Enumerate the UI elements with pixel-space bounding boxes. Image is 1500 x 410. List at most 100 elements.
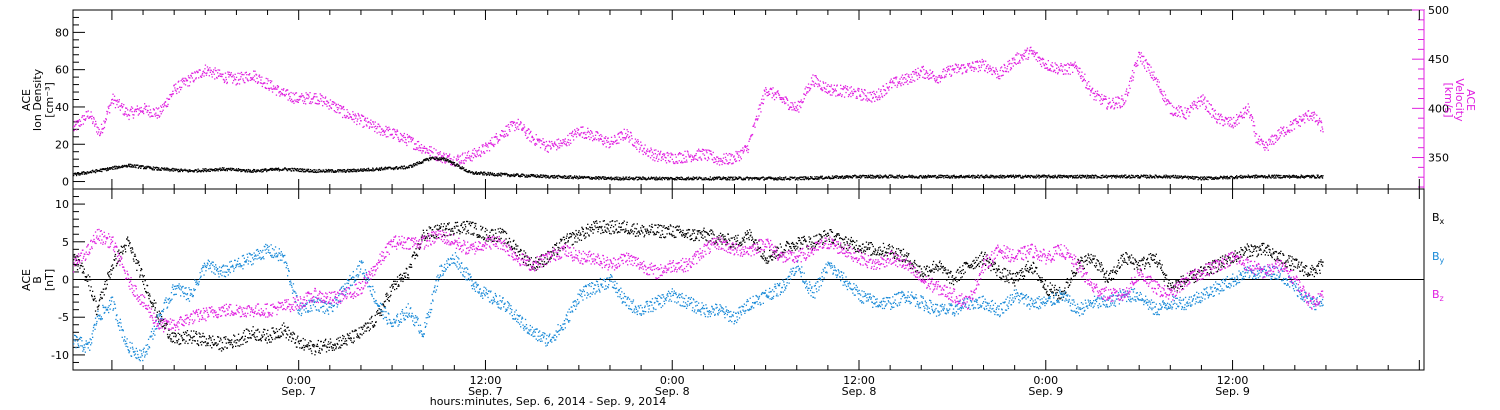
ion-density-point: [223, 167, 225, 169]
velocity-point: [557, 147, 559, 149]
ion-density-point: [456, 163, 459, 165]
velocity-point: [586, 137, 588, 139]
velocity-point: [99, 134, 101, 136]
ion-density-point: [884, 176, 886, 178]
velocity-point: [675, 156, 677, 158]
velocity-point: [190, 75, 192, 77]
velocity-point: [254, 81, 257, 83]
velocity-point: [610, 140, 612, 142]
velocity-point: [409, 136, 411, 138]
ion-density-point: [224, 169, 226, 171]
velocity-point: [1031, 53, 1033, 55]
velocity-point: [935, 79, 938, 82]
velocity-point: [1301, 118, 1303, 120]
velocity-point: [340, 105, 342, 107]
ion-density-point: [342, 171, 344, 173]
ion-density-point: [539, 174, 542, 176]
ion-density-point: [386, 167, 388, 169]
velocity-point: [419, 147, 421, 149]
ion-density-point: [361, 170, 364, 172]
velocity-point: [1233, 116, 1235, 119]
velocity-point: [649, 157, 652, 159]
velocity-point: [660, 159, 662, 162]
velocity-point: [297, 101, 299, 103]
velocity-point: [1050, 70, 1052, 72]
velocity-point: [944, 70, 946, 72]
velocity-point: [1129, 80, 1131, 82]
ion-density-point: [1114, 175, 1117, 177]
velocity-point: [174, 89, 176, 91]
velocity-point: [97, 133, 99, 135]
velocity-point: [625, 137, 627, 139]
ion-density-point: [125, 165, 127, 167]
velocity-point: [1006, 65, 1009, 67]
velocity-point: [605, 146, 607, 148]
ion-density-point: [261, 168, 263, 171]
velocity-point: [353, 121, 355, 123]
velocity-point: [678, 152, 680, 155]
ion-density-point: [289, 168, 292, 170]
velocity-point: [298, 99, 300, 101]
velocity-point: [656, 156, 658, 158]
velocity-point: [140, 106, 142, 109]
velocity-point: [1009, 62, 1011, 65]
ion-density-point: [101, 170, 103, 173]
velocity-point: [952, 69, 955, 71]
velocity-point: [509, 130, 511, 132]
velocity-point: [1219, 122, 1221, 125]
ion-density-point: [1155, 175, 1157, 177]
velocity-point: [1289, 124, 1291, 126]
velocity-point: [260, 79, 262, 81]
velocity-point: [1062, 66, 1064, 68]
velocity-point: [330, 107, 332, 109]
velocity-point: [235, 84, 237, 86]
velocity-point: [889, 81, 891, 84]
velocity-point: [740, 149, 742, 151]
ion-density-point: [587, 176, 589, 179]
velocity-point: [488, 142, 490, 144]
velocity-point: [1126, 88, 1128, 90]
velocity-point: [536, 143, 538, 145]
ion-density-point: [869, 176, 871, 178]
ion-density-point: [887, 175, 889, 178]
velocity-point: [1121, 95, 1123, 97]
ion-density-point: [998, 176, 1000, 179]
velocity-point: [1127, 94, 1129, 97]
velocity-point: [1158, 86, 1160, 88]
velocity-point: [124, 111, 126, 113]
velocity-point: [239, 72, 241, 75]
velocity-point: [149, 109, 152, 111]
velocity-point: [769, 88, 771, 90]
velocity-point: [718, 158, 720, 160]
velocity-point: [789, 107, 791, 109]
velocity-point: [443, 154, 445, 156]
ion-density-point: [1025, 175, 1027, 178]
ion-density-point: [415, 162, 418, 164]
ion-density-point: [1076, 177, 1078, 179]
velocity-point: [237, 72, 239, 74]
velocity-point: [325, 103, 327, 105]
ion-density-point: [490, 173, 493, 175]
velocity-point: [804, 93, 806, 96]
ion-density-point: [276, 168, 278, 170]
ion-density-point: [1029, 177, 1031, 179]
velocity-point: [638, 143, 640, 145]
ion-density-point: [480, 171, 482, 173]
velocity-point: [525, 130, 528, 132]
ion-density-point: [1168, 176, 1170, 178]
velocity-point: [899, 78, 901, 80]
velocity-point: [1040, 58, 1042, 60]
velocity-point: [414, 148, 417, 151]
velocity-point: [378, 131, 380, 133]
velocity-point: [181, 78, 183, 80]
velocity-point: [906, 73, 908, 75]
velocity-point: [1034, 51, 1036, 54]
ion-density-point: [451, 161, 453, 163]
velocity-point: [282, 89, 284, 91]
velocity-point: [416, 141, 419, 143]
ion-density-point: [804, 176, 806, 178]
velocity-point: [117, 106, 119, 108]
velocity-point: [1096, 93, 1098, 95]
velocity-point: [729, 159, 731, 161]
velocity-point: [641, 144, 643, 146]
